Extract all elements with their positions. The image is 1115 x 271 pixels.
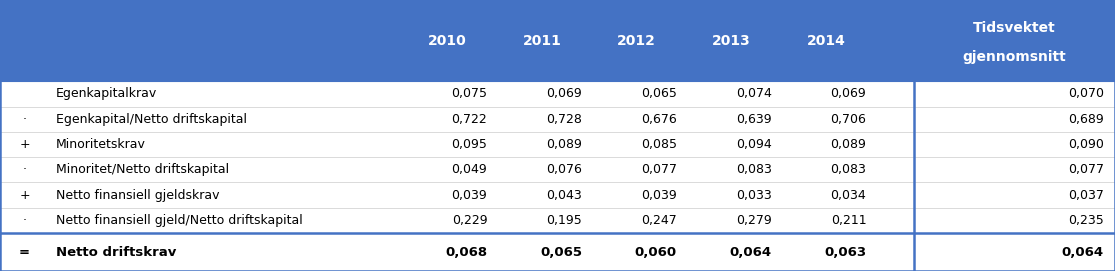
Text: Egenkapitalkrav: Egenkapitalkrav bbox=[56, 88, 157, 101]
Text: Netto driftskrav: Netto driftskrav bbox=[56, 246, 176, 259]
Bar bbox=[0, 132, 1115, 157]
Text: Egenkapital/Netto driftskapital: Egenkapital/Netto driftskapital bbox=[56, 113, 246, 126]
Text: +: + bbox=[19, 189, 30, 202]
Text: 0,043: 0,043 bbox=[546, 189, 582, 202]
Text: ·: · bbox=[22, 214, 27, 227]
Text: 0,211: 0,211 bbox=[831, 214, 866, 227]
Text: 0,639: 0,639 bbox=[736, 113, 772, 126]
Text: 0,070: 0,070 bbox=[1068, 88, 1104, 101]
Bar bbox=[0, 107, 1115, 132]
Text: 0,090: 0,090 bbox=[1068, 138, 1104, 151]
Text: Tidsvektet: Tidsvektet bbox=[973, 21, 1056, 36]
Text: 0,728: 0,728 bbox=[546, 113, 582, 126]
Text: 2013: 2013 bbox=[712, 34, 750, 48]
Text: 0,075: 0,075 bbox=[452, 88, 487, 101]
Text: 0,039: 0,039 bbox=[452, 189, 487, 202]
Text: 2014: 2014 bbox=[807, 34, 845, 48]
Text: =: = bbox=[19, 246, 30, 259]
Text: 0,060: 0,060 bbox=[634, 246, 677, 259]
Text: ·: · bbox=[22, 113, 27, 126]
Text: 0,065: 0,065 bbox=[540, 246, 582, 259]
Text: 0,064: 0,064 bbox=[1061, 246, 1104, 259]
Bar bbox=[0, 208, 1115, 233]
Text: 0,094: 0,094 bbox=[736, 138, 772, 151]
Text: Netto finansiell gjeld/Netto driftskapital: Netto finansiell gjeld/Netto driftskapit… bbox=[56, 214, 302, 227]
Text: Minoritetskrav: Minoritetskrav bbox=[56, 138, 146, 151]
Text: 0,089: 0,089 bbox=[831, 138, 866, 151]
Text: 0,068: 0,068 bbox=[445, 246, 487, 259]
Text: 2012: 2012 bbox=[618, 34, 656, 48]
Text: Minoritet/Netto driftskapital: Minoritet/Netto driftskapital bbox=[56, 163, 229, 176]
Text: 2010: 2010 bbox=[428, 34, 466, 48]
Bar bbox=[0, 233, 1115, 271]
Text: 0,037: 0,037 bbox=[1068, 189, 1104, 202]
Text: 0,089: 0,089 bbox=[546, 138, 582, 151]
Text: 0,039: 0,039 bbox=[641, 189, 677, 202]
Text: 0,689: 0,689 bbox=[1068, 113, 1104, 126]
Text: 0,235: 0,235 bbox=[1068, 214, 1104, 227]
Text: ·: · bbox=[22, 163, 27, 176]
Text: 0,076: 0,076 bbox=[546, 163, 582, 176]
Text: +: + bbox=[19, 138, 30, 151]
Text: 0,074: 0,074 bbox=[736, 88, 772, 101]
Text: 0,065: 0,065 bbox=[641, 88, 677, 101]
Text: 0,063: 0,063 bbox=[824, 246, 866, 259]
Text: 0,083: 0,083 bbox=[736, 163, 772, 176]
Text: 0,083: 0,083 bbox=[831, 163, 866, 176]
Bar bbox=[0, 0, 1115, 81]
Text: 0,676: 0,676 bbox=[641, 113, 677, 126]
Bar bbox=[0, 157, 1115, 182]
Text: 0,085: 0,085 bbox=[641, 138, 677, 151]
Bar bbox=[0, 81, 1115, 107]
Text: 0,069: 0,069 bbox=[546, 88, 582, 101]
Bar bbox=[0, 182, 1115, 208]
Text: gjennomsnitt: gjennomsnitt bbox=[962, 50, 1067, 64]
Text: 0,279: 0,279 bbox=[736, 214, 772, 227]
Text: 0,247: 0,247 bbox=[641, 214, 677, 227]
Text: 0,722: 0,722 bbox=[452, 113, 487, 126]
Text: 0,069: 0,069 bbox=[831, 88, 866, 101]
Text: 0,195: 0,195 bbox=[546, 214, 582, 227]
Text: 0,034: 0,034 bbox=[831, 189, 866, 202]
Text: 0,095: 0,095 bbox=[452, 138, 487, 151]
Text: 0,049: 0,049 bbox=[452, 163, 487, 176]
Text: 0,706: 0,706 bbox=[831, 113, 866, 126]
Text: 0,077: 0,077 bbox=[641, 163, 677, 176]
Text: 0,064: 0,064 bbox=[729, 246, 772, 259]
Text: 0,229: 0,229 bbox=[452, 214, 487, 227]
Text: 0,033: 0,033 bbox=[736, 189, 772, 202]
Text: Netto finansiell gjeldskrav: Netto finansiell gjeldskrav bbox=[56, 189, 220, 202]
Text: 0,077: 0,077 bbox=[1068, 163, 1104, 176]
Text: 2011: 2011 bbox=[523, 34, 561, 48]
